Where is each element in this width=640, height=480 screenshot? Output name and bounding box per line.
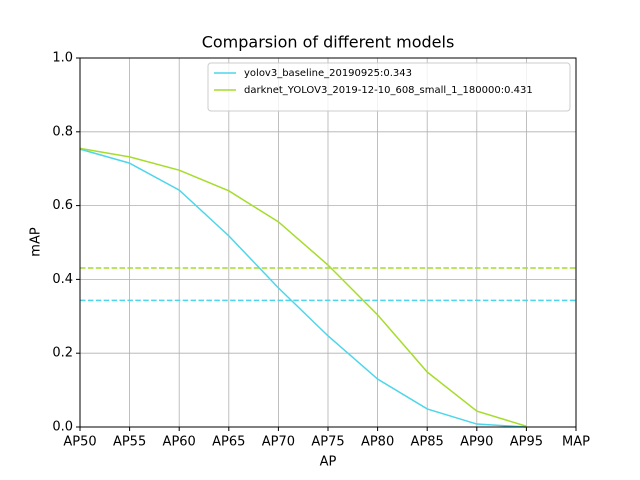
x-tick-label: AP55 [113, 435, 146, 450]
x-tick-label: AP60 [163, 435, 196, 450]
line-series [79, 147, 527, 427]
y-tick-label: 0.0 [52, 420, 73, 435]
x-tick-label: AP75 [311, 435, 344, 450]
x-tick-label: AP95 [510, 435, 543, 450]
y-tick-label: 0.8 [52, 124, 73, 139]
x-axis-label: AP [320, 455, 337, 470]
x-tick-label: AP85 [411, 435, 444, 450]
y-tick-label: 0.2 [52, 346, 73, 361]
chart-title: Comparsion of different models [202, 33, 455, 52]
x-tick-label: AP50 [63, 435, 96, 450]
x-tick-label: AP70 [262, 435, 295, 450]
legend-label: darknet_YOLOV3_2019-12-10_608_small_1_18… [244, 85, 533, 96]
x-tick-label: AP80 [361, 435, 394, 450]
y-axis-label: mAP [29, 227, 44, 257]
legend-label: yolov3_baseline_20190925:0.343 [244, 68, 412, 79]
plot-frame [79, 57, 577, 428]
x-tick-label: MAP [562, 435, 590, 450]
y-tick-label: 1.0 [52, 51, 73, 66]
y-tick-label: 0.6 [52, 198, 73, 213]
line-series [79, 148, 527, 428]
legend-box [207, 62, 571, 112]
x-tick-label: AP65 [212, 435, 245, 450]
x-tick-label: AP90 [460, 435, 493, 450]
y-tick-label: 0.4 [52, 272, 73, 287]
legend: yolov3_baseline_20190925:0.343 darknet_YO… [207, 62, 571, 112]
